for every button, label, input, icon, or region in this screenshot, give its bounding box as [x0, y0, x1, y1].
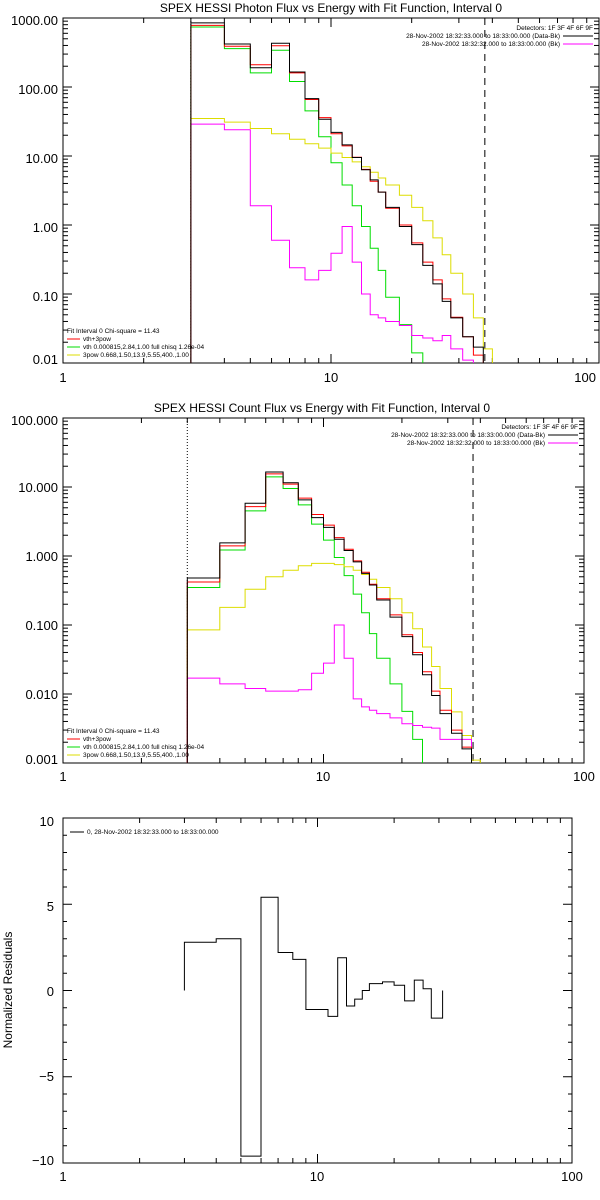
residuals-ytick-label: −5: [39, 1069, 54, 1084]
residuals-ytick-label: 5: [47, 899, 54, 914]
photon-series-vth-3pow: [190, 24, 484, 363]
photon-flux-panel: SPEX HESSI Photon Flux vs Energy with Fi…: [11, 1, 600, 385]
count-legend-fit-label: vth+3pow: [83, 736, 111, 743]
residuals-panel: 10 5 0 −5 −10 1 10 100 Normalized Residu…: [1, 814, 583, 1184]
residuals-series-0-28-nov-2002-18-32-33-000-to-18-33-00-000: [183, 896, 444, 1157]
photon-chart-title: SPEX HESSI Photon Flux vs Energy with Fi…: [160, 1, 502, 15]
photon-xtick-label: 10: [324, 370, 338, 385]
residuals-legend-label: 0, 28-Nov-2002 18:32:33.000 to 18:33:00.…: [87, 829, 219, 836]
count-legend-data-range: 28-Nov-2002 18:32:33.000 to 18:33:00.000…: [391, 432, 545, 439]
photon-legend-3pow-label: 3pow 0.668,1.50,13.9,5.55,400.,1.00: [83, 352, 189, 359]
count-series-3pow: [186, 562, 481, 763]
count-series-vth: [186, 476, 423, 763]
count-ytick-label: 0.010: [25, 687, 58, 702]
photon-legend-detectors: Detectors: 1F 3F 4F 6F 9F: [516, 25, 593, 32]
residuals-xtick-label: 100: [561, 1169, 583, 1184]
count-legend-fit-interval: Fit Interval 0 Chi-square = 11.43: [67, 728, 160, 735]
photon-xtick-label: 100: [574, 370, 596, 385]
count-chart-title: SPEX HESSI Count Flux vs Energy with Fit…: [154, 401, 490, 415]
count-ytick-label: 0.001: [25, 752, 58, 767]
photon-legend-bk-range: 28-Nov-2002 18:32:32.000 to 18:33:00.000…: [422, 41, 560, 48]
count-ytick-label: 100.000: [11, 413, 58, 428]
photon-series-vth: [190, 26, 424, 363]
photon-ytick-label: 0.10: [33, 289, 58, 304]
count-series-bk: [186, 624, 472, 763]
residuals-ylabel: Normalized Residuals: [1, 932, 15, 1049]
photon-legend-data-range: 28-Nov-2002 18:32:33.000 to 18:33:00.000…: [406, 33, 560, 40]
residuals-ytick-label: −10: [32, 1153, 54, 1168]
residuals-ytick-label: 10: [40, 814, 54, 829]
count-flux-panel: SPEX HESSI Count Flux vs Energy with Fit…: [11, 401, 595, 784]
count-ytick-label: 1.000: [25, 549, 58, 564]
residuals-xtick-label: 10: [310, 1169, 324, 1184]
photon-ytick-label: 1000.00: [11, 13, 58, 28]
count-ytick-label: 0.100: [25, 618, 58, 633]
photon-series-data-bk: [190, 22, 484, 363]
count-xtick-label: 1: [59, 769, 66, 784]
residuals-xtick-label: 1: [59, 1169, 66, 1184]
residuals-plot-frame: [62, 817, 573, 1164]
photon-legend-fit-label: vth+3pow: [83, 336, 111, 343]
photon-plot-frame: [62, 17, 600, 364]
count-legend-vth-label: vth 0.000815,2.84,1.00 full chisq 1.26e-…: [83, 744, 204, 751]
photon-ytick-label: 1.00: [33, 220, 58, 235]
photon-xtick-label: 1: [59, 370, 66, 385]
count-xtick-label: 10: [316, 769, 330, 784]
count-series-data-bk: [186, 471, 472, 763]
residuals-ytick-label: 0: [47, 984, 54, 999]
count-xtick-label: 100: [573, 769, 595, 784]
photon-series-bk: [190, 123, 474, 363]
photon-ytick-label: 0.01: [33, 352, 58, 367]
photon-legend-vth-label: vth 0.000815,2.84,1.00 full chisq 1.26e-…: [83, 344, 204, 351]
count-plot-frame: [62, 417, 585, 764]
count-legend-bk-range: 28-Nov-2002 18:32:32.000 to 18:33:00.000…: [407, 440, 545, 447]
photon-ytick-label: 10.00: [25, 151, 58, 166]
count-legend-3pow-label: 3pow 0.668,1.50,13.9,5.55,400.,1.00: [83, 752, 189, 759]
photon-ytick-label: 100.00: [18, 82, 58, 97]
count-legend-detectors: Detectors: 1F 3F 4F 6F 9F: [501, 424, 578, 431]
photon-legend-fit-interval: Fit Interval 0 Chi-square = 11.43: [67, 328, 160, 335]
photon-series-3pow: [190, 118, 493, 363]
count-series-vth-3pow: [186, 473, 472, 763]
count-ytick-label: 10.000: [18, 480, 58, 495]
